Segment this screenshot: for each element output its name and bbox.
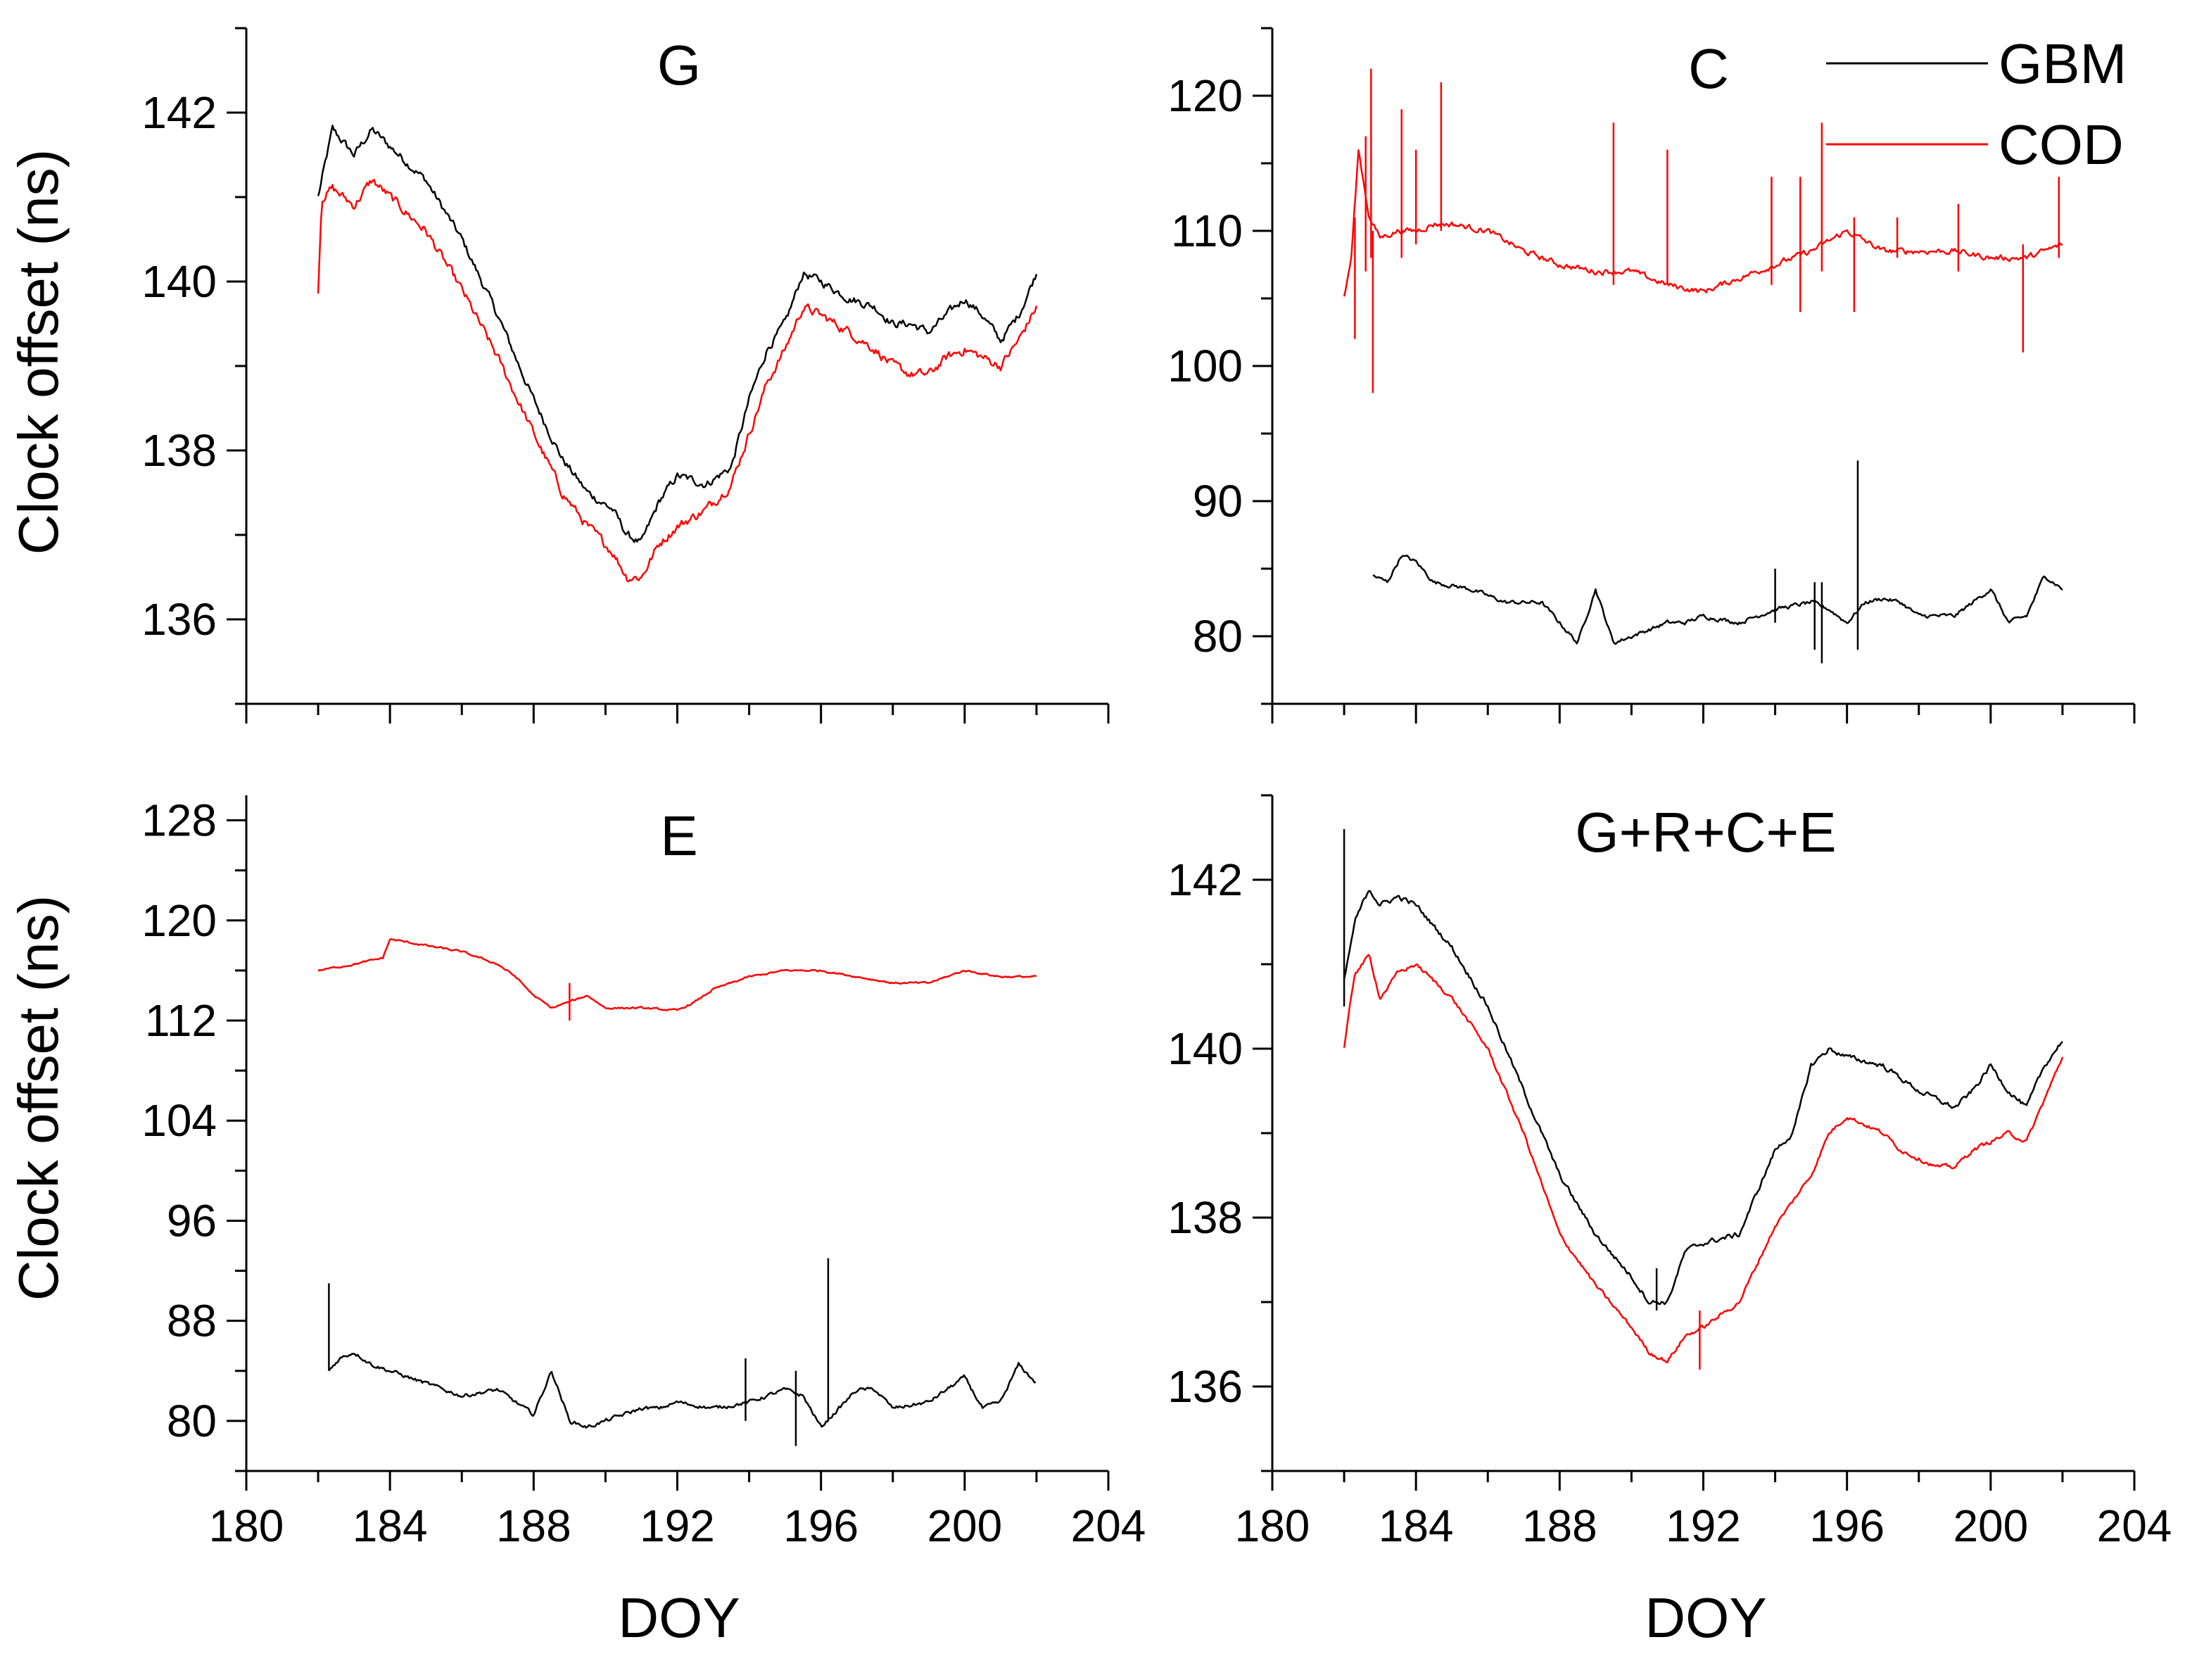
y-tick-label: 104 <box>141 1095 217 1146</box>
panel-2: 80 90 100 110 120 C <box>1167 27 2136 724</box>
panel-1: 136 138 140 142 G <box>141 27 1110 724</box>
x-axis-title-right: DOY <box>1645 1586 1766 1649</box>
panel-3: 180 184 188 192 196 200 204 80 88 96 104 112 120 128 E <box>141 795 1146 1551</box>
x-tick-label: 200 <box>1953 1501 2028 1551</box>
panel-title: C <box>1688 37 1729 100</box>
panel-4: 180 184 188 192 196 200 204 136 138 140 142 G+R+C+E <box>1167 794 2172 1551</box>
panel-title: G+R+C+E <box>1575 801 1836 864</box>
x-tick-label: 184 <box>1379 1501 1454 1551</box>
series-line-cod <box>1343 149 2063 297</box>
panel-title: E <box>660 804 697 867</box>
y-tick-label: 120 <box>141 895 217 946</box>
y-tick-label: 120 <box>1167 70 1243 121</box>
y-tick-label: 128 <box>141 795 217 846</box>
y-tick-label: 112 <box>145 995 217 1046</box>
y-tick-label: 80 <box>167 1396 217 1446</box>
y-tick-label: 140 <box>1167 1023 1243 1074</box>
y-tick-label: 142 <box>141 87 217 138</box>
x-axis-title-left: DOY <box>618 1586 740 1649</box>
x-tick-label: 200 <box>927 1501 1002 1551</box>
panel-title: G <box>657 34 701 96</box>
y-tick-label: 88 <box>167 1296 217 1346</box>
y-tick-label: 138 <box>141 425 217 476</box>
x-tick-label: 196 <box>1809 1501 1885 1551</box>
y-tick-label: 100 <box>1167 341 1243 391</box>
y-tick-label: 110 <box>1171 206 1243 256</box>
y-tick-label: 140 <box>141 256 217 307</box>
x-tick-label: 180 <box>1235 1501 1310 1551</box>
series-line-gbm <box>328 1353 1037 1429</box>
y-tick-label: 96 <box>167 1195 217 1246</box>
legend-label-gbm: GBM <box>1999 32 2127 95</box>
x-tick-label: 204 <box>1071 1501 1146 1551</box>
y-tick-label: 80 <box>1193 611 1243 662</box>
series-line-gbm <box>1343 890 2063 1306</box>
series-line-cod <box>317 938 1037 1011</box>
legend-label-cod: COD <box>1999 113 2124 176</box>
x-tick-label: 196 <box>783 1501 859 1551</box>
y-tick-label: 138 <box>1167 1192 1243 1243</box>
y-tick-label: 142 <box>1167 854 1243 905</box>
x-tick-label: 192 <box>1666 1501 1741 1551</box>
series-line-gbm <box>1372 555 2063 645</box>
series-line-cod <box>1343 954 2064 1364</box>
series-line-cod <box>317 179 1038 583</box>
y-tick-label: 136 <box>141 594 217 645</box>
x-tick-label: 204 <box>2097 1501 2172 1551</box>
y-axis-title-bottom: Clock offset (ns) <box>7 895 70 1301</box>
y-tick-label: 90 <box>1193 476 1243 526</box>
x-tick-label: 188 <box>1522 1501 1597 1551</box>
legend: GBM COD <box>1826 32 2127 176</box>
y-axis-title-top: Clock offset (ns) <box>7 149 70 555</box>
y-tick-label: 136 <box>1167 1361 1243 1412</box>
x-tick-label: 192 <box>640 1501 715 1551</box>
series-line-gbm <box>317 125 1038 543</box>
x-tick-label: 188 <box>496 1501 571 1551</box>
x-tick-label: 184 <box>353 1501 428 1551</box>
x-tick-label: 180 <box>209 1501 284 1551</box>
